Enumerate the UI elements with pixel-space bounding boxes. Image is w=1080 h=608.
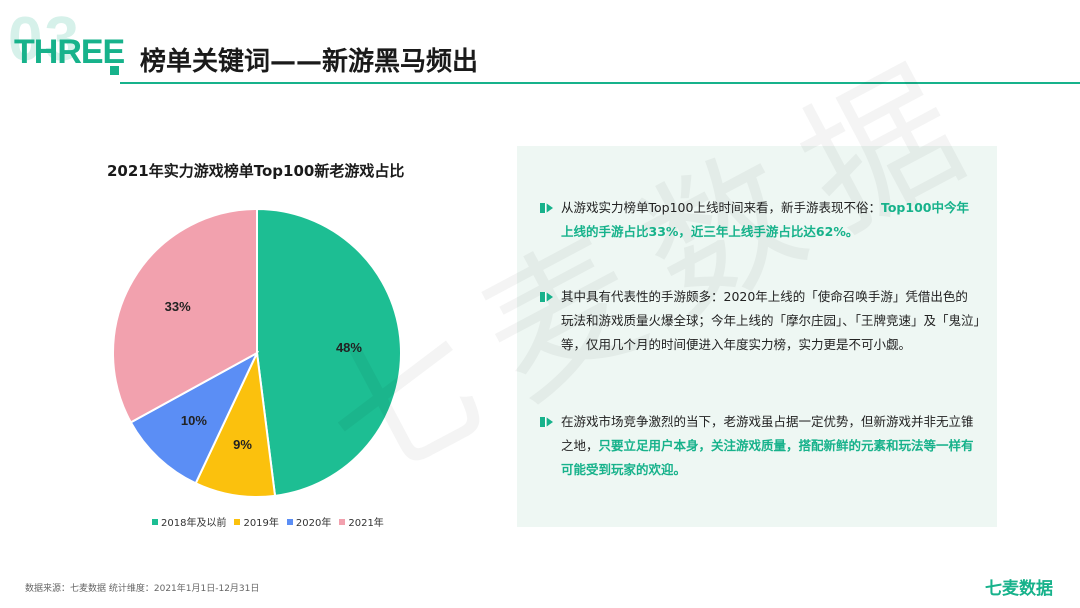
legend-label: 2020年 [295, 518, 332, 529]
body-text: 从游戏实力榜单Top100上线时间来看，新手游表现不俗： [561, 200, 881, 215]
chart-title: 2021年实力游戏榜单Top100新老游戏占比 [107, 162, 405, 180]
legend-item: 2020年 [286, 514, 332, 529]
bullet-text: 从游戏实力榜单Top100上线时间来看，新手游表现不俗：Top100中今年上线的… [540, 196, 980, 244]
arrow-marker-icon [540, 203, 553, 213]
body-text: 其中具有代表性的手游颇多：2020年上线的「使命召唤手游」凭借出色的玩法和游戏质… [561, 289, 980, 352]
legend-label: 2021年 [348, 518, 384, 529]
insight-bullet-3: 在游戏市场竞争激烈的当下，老游戏虽占据一定优势，但新游戏并非无立锥之地，只要立足… [540, 410, 980, 482]
insight-panel [517, 146, 997, 527]
body-text: 在游戏市场竞争激烈的当下，老游戏虽占据一定优势，但新游戏并非无立锥之地， [561, 414, 974, 453]
pie-chart: 48% 9% 10% 33% [112, 207, 403, 498]
bullet-text: 在游戏市场竞争激烈的当下，老游戏虽占据一定优势，但新游戏并非无立锥之地，只要立足… [540, 410, 980, 482]
pie-slice-label-2: 9% [233, 437, 252, 452]
legend-item: 2021年 [339, 514, 384, 529]
legend-label: 2019年 [243, 518, 279, 529]
legend-item: 2019年 [234, 514, 279, 529]
legend-swatch [286, 518, 293, 525]
pie-slice-label-4: 33% [165, 299, 191, 314]
insight-bullet-2: 其中具有代表性的手游颇多：2020年上线的「使命召唤手游」凭借出色的玩法和游戏质… [540, 285, 980, 357]
highlight-text: Top100中今年上线的手游占比33%，近三年上线手游占比达62%。 [561, 200, 969, 239]
pie-slice-4 [112, 207, 258, 424]
header-divider [120, 82, 1080, 84]
legend-label: 2018年及以前 [161, 518, 227, 529]
brand-logo-text: 七麦数据 [985, 579, 1053, 599]
legend-item: 2018年及以前 [152, 514, 226, 529]
pie-slice-3 [129, 350, 260, 485]
arrow-marker-icon [540, 417, 553, 427]
data-source-note: 数据来源：七麦数据 统计维度：2021年1月1日-12月31日 [25, 584, 260, 594]
pie-slice-label-3: 10% [181, 413, 207, 428]
legend-swatch [339, 518, 346, 525]
insight-bullet-1: 从游戏实力榜单Top100上线时间来看，新手游表现不俗：Top100中今年上线的… [540, 196, 980, 244]
header-dot [110, 66, 119, 75]
legend-swatch [234, 518, 241, 525]
section-label: THREE [14, 33, 125, 71]
highlight-text: 只要立足用户本身，关注游戏质量，搭配新鲜的元素和玩法等一样有可能受到玩家的欢迎。 [561, 438, 974, 477]
pie-slice-2 [194, 349, 277, 498]
section-number: 03 [8, 5, 81, 74]
page-title: 榜单关键词——新游黑马频出 [140, 47, 479, 77]
pie-slice-1 [256, 207, 403, 497]
arrow-marker-icon [540, 292, 553, 302]
legend-swatch [152, 518, 158, 525]
chart-legend: 2018年及以前 2019年 2020年 2021年 [152, 514, 384, 529]
pie-slice-label-1: 48% [336, 340, 362, 355]
bullet-text: 其中具有代表性的手游颇多：2020年上线的「使命召唤手游」凭借出色的玩法和游戏质… [540, 285, 980, 357]
